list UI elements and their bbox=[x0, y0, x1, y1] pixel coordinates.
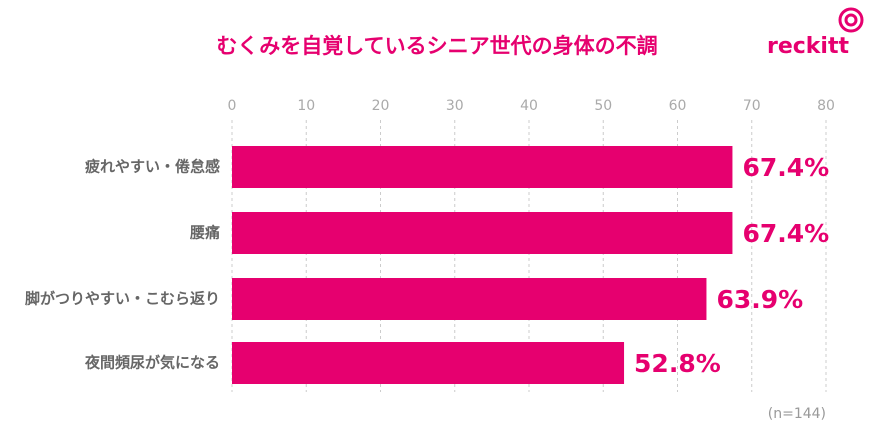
bar bbox=[232, 342, 625, 384]
x-tick-label: 10 bbox=[297, 98, 315, 114]
x-tick-label: 40 bbox=[520, 98, 538, 114]
value-label: 67.4% bbox=[742, 219, 829, 248]
chart-title: むくみを自覚しているシニア世代の身体の不調 bbox=[216, 34, 657, 58]
logo-icon bbox=[838, 7, 864, 33]
category-label: 夜間頻尿が気になる bbox=[84, 354, 220, 372]
sample-note: (n=144) bbox=[768, 406, 826, 422]
x-tick-label: 20 bbox=[372, 98, 390, 114]
category-label: 腰痛 bbox=[189, 224, 220, 242]
x-tick-label: 60 bbox=[669, 98, 687, 114]
logo: reckitt bbox=[767, 34, 850, 59]
value-label: 67.4% bbox=[742, 153, 829, 182]
x-tick-label: 70 bbox=[743, 98, 761, 114]
x-tick-label: 50 bbox=[594, 98, 612, 114]
x-tick-label: 30 bbox=[446, 98, 464, 114]
x-tick-label: 80 bbox=[817, 98, 835, 114]
category-label: 疲れやすい・倦怠感 bbox=[85, 158, 220, 176]
bar bbox=[232, 146, 733, 188]
bar bbox=[232, 278, 707, 320]
x-tick-label: 0 bbox=[228, 98, 237, 114]
value-label: 52.8% bbox=[634, 349, 721, 378]
value-label: 63.9% bbox=[716, 285, 803, 314]
bar bbox=[232, 212, 733, 254]
category-label: 脚がつりやすい・こむら返り bbox=[25, 290, 220, 308]
